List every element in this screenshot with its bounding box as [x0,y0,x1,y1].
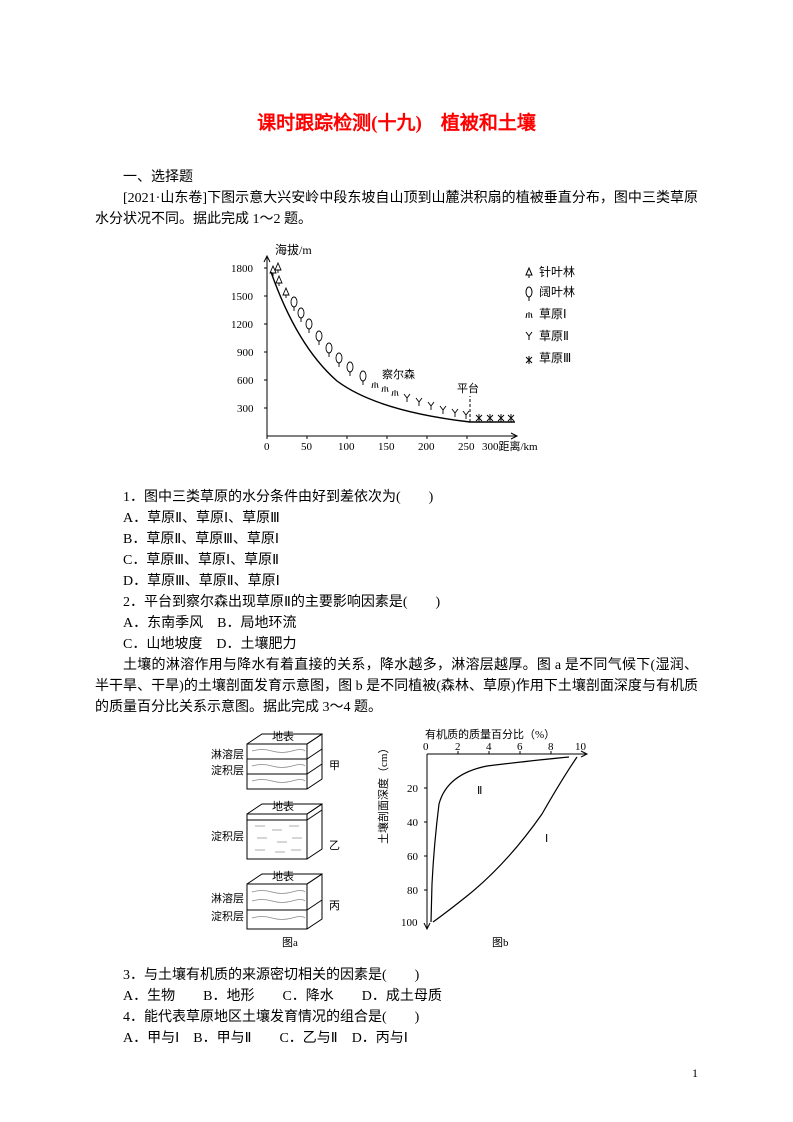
svg-text:丙: 丙 [329,900,340,912]
intro-2: 土壤的淋溶作用与降水有着直接的关系，降水越多，淋溶层越厚。图 a 是不同气候下(… [95,655,698,718]
svg-text:100: 100 [338,441,355,453]
legend: 针叶林 阔叶林 草原Ⅰ 草原Ⅱ 草原Ⅲ [526,264,575,365]
svg-text:淋溶层: 淋溶层 [211,747,244,761]
svg-text:300: 300 [237,403,254,415]
q1d: D．草原Ⅲ、草原Ⅱ、草原Ⅰ [95,571,698,592]
soil-box-bing: 地表 淋溶层 淀积层 丙 [211,869,340,929]
svg-text:图b: 图b [492,936,509,949]
svg-text:0: 0 [264,441,270,453]
q1: 1．图中三类草原的水分条件由好到差依次为( ) [95,487,698,508]
figure-2: 地表 淋溶层 淀积层 甲 [95,724,698,961]
curve-2 [431,757,569,922]
svg-text:地表: 地表 [272,799,294,813]
profile-chart: 有机质的质量百分比（%） 0 2 4 6 8 10 [376,727,587,949]
svg-text:8: 8 [548,741,554,753]
svg-text:60: 60 [407,851,419,863]
svg-text:900: 900 [237,347,254,359]
svg-text:50: 50 [301,441,313,453]
svg-text:1800: 1800 [231,263,254,275]
figure-1: 海拔/m 300 600 900 1200 1500 1800 0 50 100… [95,236,698,483]
svg-text:150: 150 [378,441,395,453]
svg-text:草原Ⅱ: 草原Ⅱ [539,329,569,343]
intro-1: [2021·山东卷]下图示意大兴安岭中段东坡自山顶到山麓洪积扇的植被垂直分布，图… [95,188,698,230]
svg-text:地表: 地表 [272,869,294,883]
svg-text:250: 250 [458,441,475,453]
svg-text:10: 10 [575,741,587,753]
q2cd: C．山地坡度 D．土壤肥力 [95,634,698,655]
cap-a: 图a [282,936,298,949]
svg-text:有机质的质量百分比（%）: 有机质的质量百分比（%） [425,727,555,741]
svg-text:1500: 1500 [231,291,254,303]
soil-box-yi: 地表 淀积层 乙 [211,799,340,859]
svg-text:Ⅱ: Ⅱ [477,785,482,797]
svg-text:甲: 甲 [329,760,340,772]
page-title: 课时跟踪检测(十九) 植被和土壤 [95,110,698,139]
q1c: C．草原Ⅲ、草原Ⅰ、草原Ⅱ [95,550,698,571]
svg-text:阔叶林: 阔叶林 [539,285,575,299]
q1a: A．草原Ⅱ、草原Ⅰ、草原Ⅲ [95,508,698,529]
svg-text:乙: 乙 [329,839,340,852]
svg-text:300距离/km: 300距离/km [482,439,538,453]
svg-text:20: 20 [407,783,419,795]
y-ticks: 300 600 900 1200 1500 1800 [231,263,267,415]
svg-text:6: 6 [517,741,523,753]
svg-text:100: 100 [401,917,418,929]
svg-text:4: 4 [486,741,492,753]
svg-text:200: 200 [418,441,435,453]
svg-text:1200: 1200 [231,319,254,331]
soil-box-jia: 地表 淋溶层 淀积层 甲 [211,729,340,789]
svg-text:土壤剖面深度（cm）: 土壤剖面深度（cm） [376,742,390,843]
y-axis-label: 海拔/m [275,242,312,257]
svg-text:Ⅰ: Ⅰ [545,833,548,845]
svg-text:地表: 地表 [272,729,294,743]
q3opts: A．生物 B．地形 C．降水 D．成土母质 [95,986,698,1007]
q4opts: A．甲与Ⅰ B．甲与Ⅱ C．乙与Ⅱ D．丙与Ⅰ [95,1028,698,1049]
q2ab: A．东南季风 B．局地环流 [95,613,698,634]
q1b: B．草原Ⅱ、草原Ⅲ、草原Ⅰ [95,529,698,550]
terrain-curve [271,272,515,422]
q3: 3．与土壤有机质的来源密切相关的因素是( ) [95,965,698,986]
page-number: 1 [692,1064,698,1082]
curve-1 [433,757,577,922]
chaersen-label: 察尔森 [382,367,415,381]
platform-label: 平台 [457,381,479,395]
svg-text:淀积层: 淀积层 [211,829,244,843]
svg-text:针叶林: 针叶林 [539,264,575,279]
q4: 4．能代表草原地区土壤发育情况的组合是( ) [95,1007,698,1028]
svg-text:40: 40 [407,817,419,829]
svg-text:80: 80 [407,885,419,897]
svg-text:淀积层: 淀积层 [211,763,244,777]
svg-text:600: 600 [237,375,254,387]
q2: 2．平台到察尔森出现草原Ⅱ的主要影响因素是( ) [95,592,698,613]
svg-text:2: 2 [455,741,461,753]
veg-symbols [270,263,514,422]
svg-text:草原Ⅲ: 草原Ⅲ [539,351,571,365]
svg-text:淋溶层: 淋溶层 [211,891,244,905]
svg-text:草原Ⅰ: 草原Ⅰ [539,307,567,321]
svg-text:淀积层: 淀积层 [211,909,244,923]
x-ticks: 0 50 100 150 200 250 300距离/km [264,436,538,453]
section-heading: 一、选择题 [95,167,698,188]
svg-text:0: 0 [423,741,429,753]
